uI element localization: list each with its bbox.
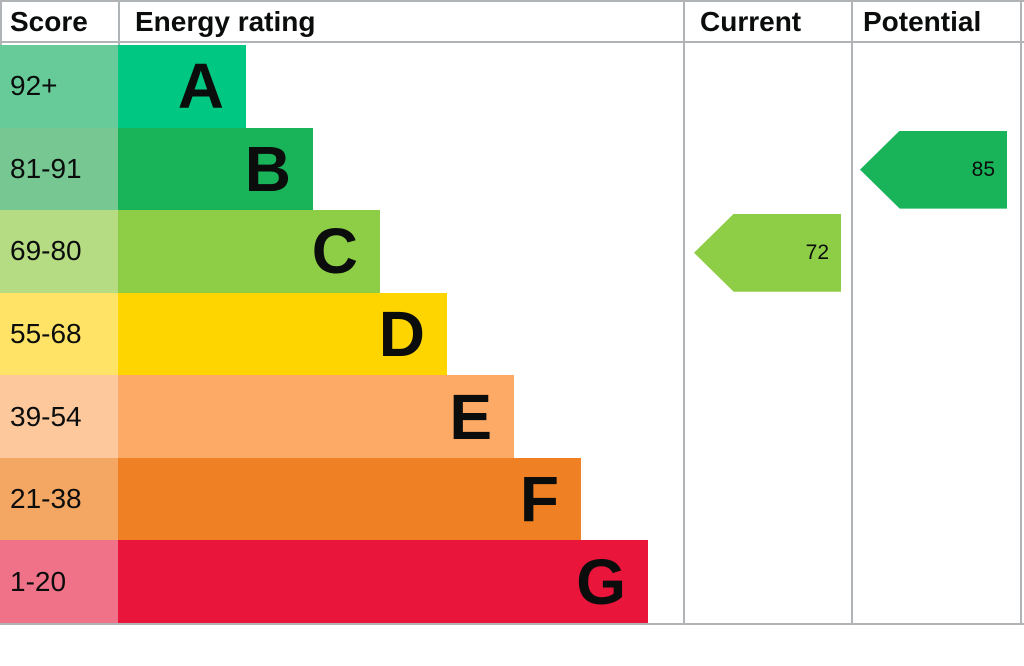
header-potential-label: Potential [863, 6, 982, 37]
band-letter: C [311, 215, 358, 288]
band-row: 69-80 C [0, 210, 1024, 293]
rating-band-bar: A [118, 45, 246, 128]
score-cell: 39-54 [0, 375, 118, 458]
score-range-label: 69-80 [10, 235, 82, 267]
band-row: 1-20 G [0, 540, 1024, 624]
rating-band-bar: B [118, 127, 313, 211]
band-row: 21-38 F [0, 457, 1024, 541]
band-rows: 92+ A 81-91 B 69-80 C 55-68 [0, 45, 1024, 624]
band-letter: G [576, 545, 626, 618]
rating-band-bar: E [118, 375, 514, 458]
score-range-label: 39-54 [10, 400, 82, 432]
rating-band-bar: C [118, 210, 380, 293]
header-current-label: Current [700, 6, 802, 37]
score-range-label: 55-68 [10, 318, 82, 350]
header-energy-rating-label: Energy rating [135, 6, 316, 37]
epc-rating-chart: Score Energy rating Current Potential 92… [0, 0, 1024, 625]
score-rating-divider [118, 2, 120, 45]
band-letter: D [378, 298, 425, 371]
rating-band-bar: G [118, 540, 648, 624]
band-letter: F [519, 463, 559, 536]
band-letter: E [449, 380, 492, 453]
header-score-label: Score [10, 6, 88, 37]
score-cell: 69-80 [0, 210, 118, 293]
score-range-label: 81-91 [10, 152, 82, 184]
score-range-label: 21-38 [10, 483, 82, 515]
score-cell: 1-20 [0, 540, 118, 624]
potential-rating-value: 85 [971, 157, 995, 181]
rating-band-bar: D [118, 292, 447, 376]
rating-current-divider [683, 2, 685, 623]
score-cell: 21-38 [0, 457, 118, 541]
band-row: 55-68 D [0, 292, 1024, 376]
score-cell: 81-91 [0, 127, 118, 211]
left-border [0, 2, 2, 45]
header-row: Score Energy rating Current Potential [0, 2, 1024, 43]
band-letter: B [244, 132, 291, 205]
score-range-label: 92+ [10, 70, 58, 102]
score-range-label: 1-20 [10, 565, 67, 597]
band-row: 39-54 E [0, 375, 1024, 458]
band-row: 92+ A [0, 45, 1024, 128]
right-border [1020, 2, 1022, 623]
band-letter: A [177, 50, 224, 123]
rating-band-bar: F [118, 457, 581, 541]
score-cell: 55-68 [0, 292, 118, 376]
band-row: 81-91 B [0, 127, 1024, 211]
current-rating-value: 72 [805, 240, 829, 264]
score-cell: 92+ [0, 45, 118, 128]
current-potential-divider [851, 2, 853, 623]
